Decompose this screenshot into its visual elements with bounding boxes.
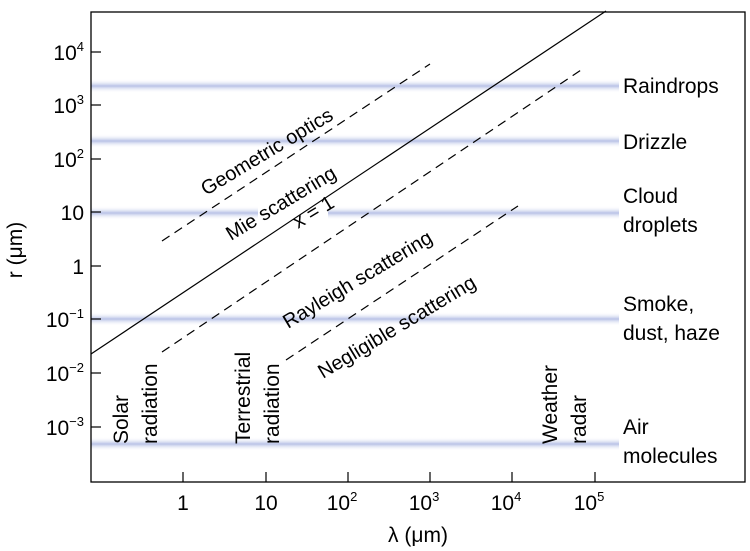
y-tick-1e3: 103 — [53, 92, 84, 118]
plot-frame — [90, 11, 746, 483]
y-axis-ticks — [91, 51, 101, 428]
x-tick-4: 103 — [409, 489, 440, 515]
x-tick-1: 1 — [177, 492, 189, 515]
label-droplets: droplets — [623, 214, 698, 237]
y-tick-1e2: 102 — [53, 146, 84, 172]
label-radar: radar — [568, 395, 591, 444]
band-cloud-droplets — [91, 206, 619, 220]
label-solar-radiation: radiation — [139, 363, 162, 444]
x-tick-labels: 1 10 102 103 104 105 — [177, 489, 604, 515]
label-weather: Weather — [539, 365, 562, 444]
x-tick-5: 104 — [491, 489, 522, 515]
x-tick-6: 105 — [574, 489, 605, 515]
y-tick-1: 1 — [72, 256, 84, 279]
y-axis-label: r (μm) — [4, 222, 27, 278]
y-tick-1e4: 104 — [53, 39, 84, 65]
dashed-negligible-boundary — [285, 205, 519, 361]
y-tick-10: 10 — [61, 202, 84, 225]
label-cloud: Cloud — [623, 185, 678, 208]
label-raindrops: Raindrops — [623, 75, 719, 98]
label-drizzle: Drizzle — [623, 131, 687, 154]
line-x-equals-1 — [90, 10, 607, 355]
label-dust-haze: dust, haze — [623, 322, 720, 345]
y-tick-labels: 104 103 102 10 1 10−1 10−2 10−3 — [46, 39, 84, 440]
y-tick-1e-3: 10−3 — [46, 414, 84, 440]
x-axis-ticks — [182, 472, 596, 482]
label-air: Air — [623, 416, 649, 439]
label-solar: Solar — [110, 395, 133, 444]
dashed-rayleigh-boundary — [161, 69, 582, 353]
band-air-molecules — [91, 437, 619, 451]
dashed-geometric-boundary — [161, 63, 431, 242]
x-tick-3: 102 — [327, 489, 358, 515]
band-raindrops — [91, 79, 619, 93]
y-tick-1e-2: 10−2 — [46, 360, 84, 386]
band-smoke-dust-haze — [91, 312, 619, 326]
y-tick-1e-1: 10−1 — [46, 306, 84, 332]
band-drizzle — [91, 134, 619, 148]
radiation-labels: Solar radiation Terrestrial radiation We… — [110, 352, 591, 444]
particle-labels: Raindrops Drizzle Cloud droplets Smoke, … — [623, 75, 720, 468]
particle-bands — [91, 79, 619, 451]
label-molecules: molecules — [623, 445, 718, 468]
x-axis-label: λ (μm) — [388, 524, 448, 547]
label-smoke: Smoke, — [623, 293, 694, 316]
x-tick-2: 10 — [254, 492, 277, 515]
label-terrestrial-radiation: radiation — [261, 363, 284, 444]
label-terrestrial: Terrestrial — [232, 352, 255, 444]
